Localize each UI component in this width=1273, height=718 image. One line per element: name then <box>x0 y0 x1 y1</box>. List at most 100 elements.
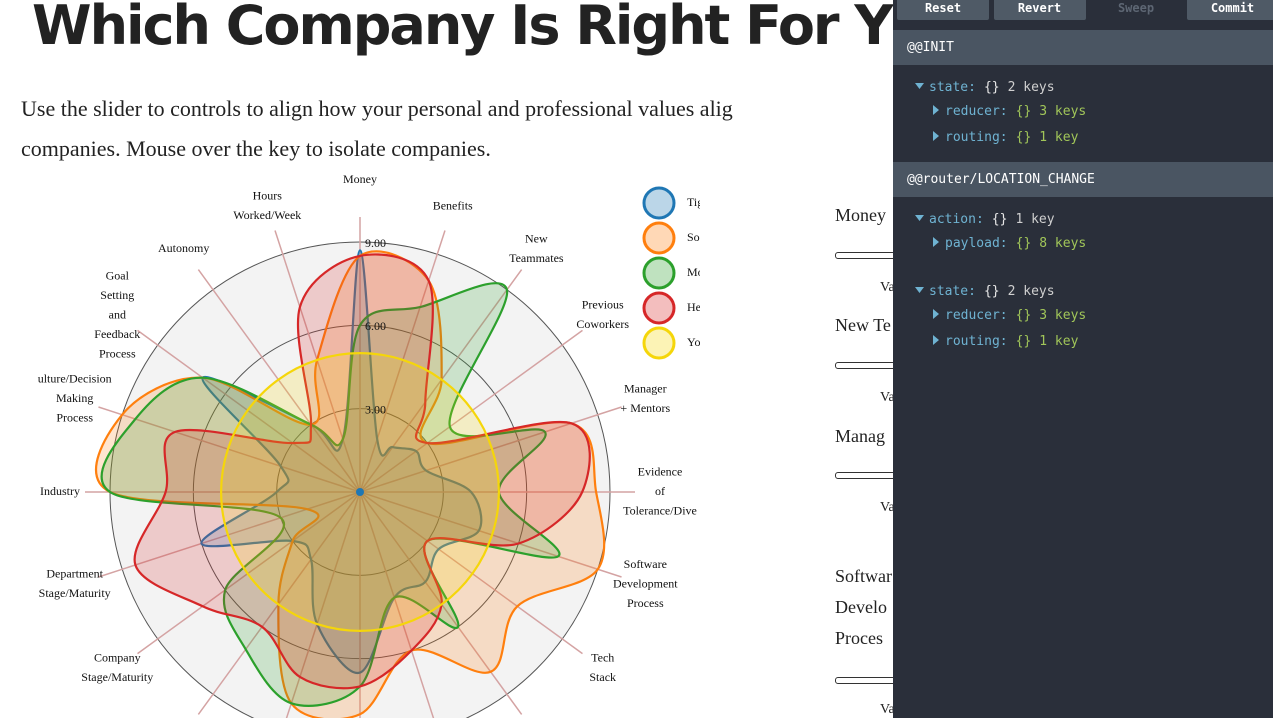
radar-axis <box>359 491 583 655</box>
axis-label: Company <box>94 650 141 664</box>
axis-label: Industry <box>40 484 80 498</box>
expand-arrow[interactable] <box>915 213 925 223</box>
slider[interactable] <box>835 472 893 479</box>
expand-arrow[interactable] <box>915 81 925 91</box>
tree-type: {} <box>1015 308 1032 323</box>
expand-arrow[interactable] <box>931 237 941 247</box>
intro-line: Use the slider to controls to align how … <box>21 96 733 121</box>
axis-label: Benefits <box>433 198 473 212</box>
axis-label: New <box>525 231 548 245</box>
arrow-shape <box>915 83 924 89</box>
r-tick-label: 6.00 <box>365 319 386 333</box>
axis-label: of <box>655 484 665 498</box>
axis-label: Coworkers <box>576 317 629 331</box>
axis-label: Evidence <box>638 464 683 478</box>
state-tree-row[interactable]: payload: {} 8 keys <box>931 236 1086 251</box>
radar-chart: 3.00 6.00 9.00 Money Benefits New Teammates Pre… <box>38 172 700 718</box>
tree-key: routing: <box>945 130 1008 145</box>
expand-arrow[interactable] <box>931 335 941 345</box>
legend-swatch <box>642 326 676 360</box>
tree-type: {} <box>983 284 1000 299</box>
legend-item[interactable]: Mobile StartUp <box>642 256 700 290</box>
tree-type: {} <box>1015 130 1032 145</box>
slider-label: Manag <box>835 426 885 446</box>
expand-arrow[interactable] <box>915 285 925 295</box>
tree-count: 1 key <box>1039 130 1079 145</box>
tree-count: 1 key <box>1015 212 1055 227</box>
radar-axis <box>137 329 361 493</box>
slider-value-label: Va <box>880 702 893 717</box>
axis-label: Autonomy <box>158 241 209 255</box>
axis-label: Goal <box>106 268 130 282</box>
slider[interactable] <box>835 252 893 259</box>
axis-label: Setting <box>100 288 134 302</box>
tree-type: {} <box>1015 236 1032 251</box>
expand-arrow[interactable] <box>931 309 941 319</box>
tree-type: {} <box>1015 334 1032 349</box>
state-tree-row[interactable]: routing: {} 1 key <box>931 334 1078 349</box>
axis-label: and <box>109 307 126 321</box>
axis-label: Money <box>343 172 377 186</box>
arrow-shape <box>933 237 939 247</box>
center-dot <box>356 488 364 496</box>
axis-label: Software <box>624 557 667 571</box>
tree-type: {} <box>1015 104 1032 119</box>
slider-label: Develo <box>835 597 887 617</box>
slider-label: Proces <box>835 628 883 648</box>
slider-label: Money <box>835 205 886 225</box>
slider[interactable] <box>835 677 893 684</box>
axis-label: Stage/Maturity <box>39 586 111 600</box>
tree-key: state: <box>929 284 976 299</box>
legend-label: Tiger Trading <box>687 195 700 209</box>
state-tree-row[interactable]: state: {} 2 keys <box>915 80 1055 95</box>
radar-axis <box>359 230 446 493</box>
expand-arrow[interactable] <box>931 131 941 141</box>
legend-label: Social Media Company <box>687 230 700 244</box>
tree-count: 1 key <box>1039 334 1079 349</box>
state-tree-row[interactable]: routing: {} 1 key <box>931 130 1078 145</box>
legend-swatch <box>642 221 676 255</box>
axis-label: Process <box>56 411 93 425</box>
devtools-button[interactable]: Revert <box>993 0 1086 20</box>
arrow-shape <box>933 105 939 115</box>
legend-item[interactable]: Your Profile <box>642 326 700 360</box>
devtools-button[interactable]: Reset <box>897 0 989 20</box>
slider-value-label: Va <box>880 500 893 515</box>
axis-label: Process <box>627 596 664 610</box>
legend-swatch <box>642 256 676 290</box>
devtools-button[interactable]: Commit <box>1186 0 1273 20</box>
slider-panel: Money Va New Te Va Manag Va Softwar Develo Proce… <box>835 0 893 718</box>
legend-item[interactable]: Social Media Company <box>642 221 700 255</box>
radar-axis <box>359 491 622 578</box>
axis-label: Feedback <box>94 327 140 341</box>
tree-count: 3 keys <box>1039 104 1087 119</box>
slider-label: New Te <box>835 315 891 335</box>
legend-item[interactable]: Tiger Trading <box>642 186 700 220</box>
legend-item[interactable]: Healthcare Company <box>642 291 700 325</box>
expand-arrow[interactable] <box>931 105 941 115</box>
action-header[interactable]: @@INIT <box>893 30 1273 65</box>
arrow-shape <box>915 215 924 221</box>
action-header[interactable]: @@router/LOCATION_CHANGE <box>893 162 1273 197</box>
state-tree-row[interactable]: state: {} 2 keys <box>915 284 1055 299</box>
tree-key: reducer: <box>945 104 1008 119</box>
radar-axis <box>197 269 361 493</box>
slider-value-label: Va <box>880 280 893 295</box>
arrow-shape <box>933 131 939 141</box>
axis-label: Stack <box>589 670 616 684</box>
radar-axis <box>98 406 361 493</box>
radar-area <box>133 253 591 690</box>
tree-count: 8 keys <box>1039 236 1087 251</box>
arrow-shape <box>933 309 939 319</box>
state-tree-row[interactable]: reducer: {} 3 keys <box>931 308 1086 323</box>
tree-key: state: <box>929 80 976 95</box>
state-tree-row[interactable]: action: {} 1 key <box>915 212 1055 227</box>
tree-count: 2 keys <box>1007 80 1055 95</box>
devtools-button: Sweep <box>1117 1 1155 15</box>
state-tree-row[interactable]: reducer: {} 3 keys <box>931 104 1086 119</box>
slider-value-label: Va <box>880 390 893 405</box>
slider[interactable] <box>835 362 893 369</box>
legend-label: Your Profile <box>687 335 700 349</box>
radar-area <box>95 250 606 718</box>
